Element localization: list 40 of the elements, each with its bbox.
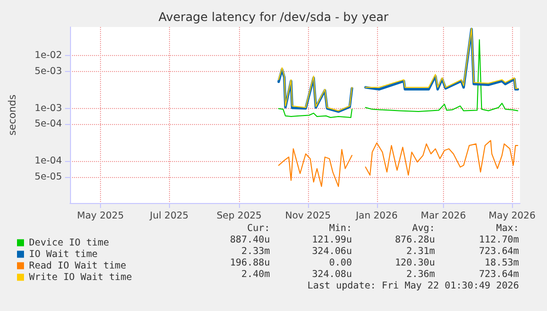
text: 2.33m (241, 246, 270, 257)
text: 324.08u (312, 269, 352, 280)
chart-title: Average latency for /dev/sda - by year (158, 10, 389, 24)
text: 121.99u (312, 234, 352, 246)
text: 120.30u (394, 258, 435, 268)
text: Last update: Fri May 22 01:30:49 2026 (307, 280, 520, 292)
text: 112.70m (478, 234, 520, 246)
legend-label: Read IO Wait time (29, 260, 127, 272)
y-tick-label: 1e-02 (34, 50, 62, 62)
text: 887.40u (230, 234, 270, 246)
text: 723.64m (478, 269, 520, 280)
y-tick-label: 1e-03 (34, 102, 62, 114)
x-tick-label: Nov 2025 (285, 210, 331, 222)
y-tick-label: 5e-03 (34, 66, 62, 78)
text: 876.28u (394, 234, 435, 246)
text: 2.36m (406, 269, 436, 280)
text: Cur: (247, 223, 270, 234)
x-tick-label: Mar 2026 (420, 210, 466, 222)
x-tick-label: Jul 2025 (148, 210, 189, 222)
legend-label: IO Wait time (29, 248, 98, 260)
y-axis-title: seconds (8, 94, 18, 136)
y-tick-label: 5e-04 (34, 118, 62, 130)
text: 723.64m (478, 246, 520, 257)
text: 196.88u (230, 258, 270, 268)
text: 18.53m (484, 258, 520, 268)
text: Max: (496, 223, 519, 234)
legend-label: Write IO Wait time (29, 272, 132, 283)
text: 0.00 (329, 258, 352, 268)
legend-label: Device IO time (29, 237, 110, 248)
text: Min: (329, 223, 352, 234)
text: 2.40m (241, 269, 270, 280)
x-tick-label: May 2025 (77, 210, 124, 222)
y-tick-label: 1e-04 (34, 156, 62, 167)
y-tick-label: 5e-05 (34, 171, 62, 182)
text: Avg: (412, 223, 435, 234)
x-tick-label: Sep 2025 (216, 210, 262, 222)
x-tick-label: Jan 2026 (354, 210, 398, 222)
text: 324.06u (312, 246, 352, 257)
x-tick-label: May 2026 (488, 210, 536, 222)
text: 2.31m (406, 246, 436, 257)
